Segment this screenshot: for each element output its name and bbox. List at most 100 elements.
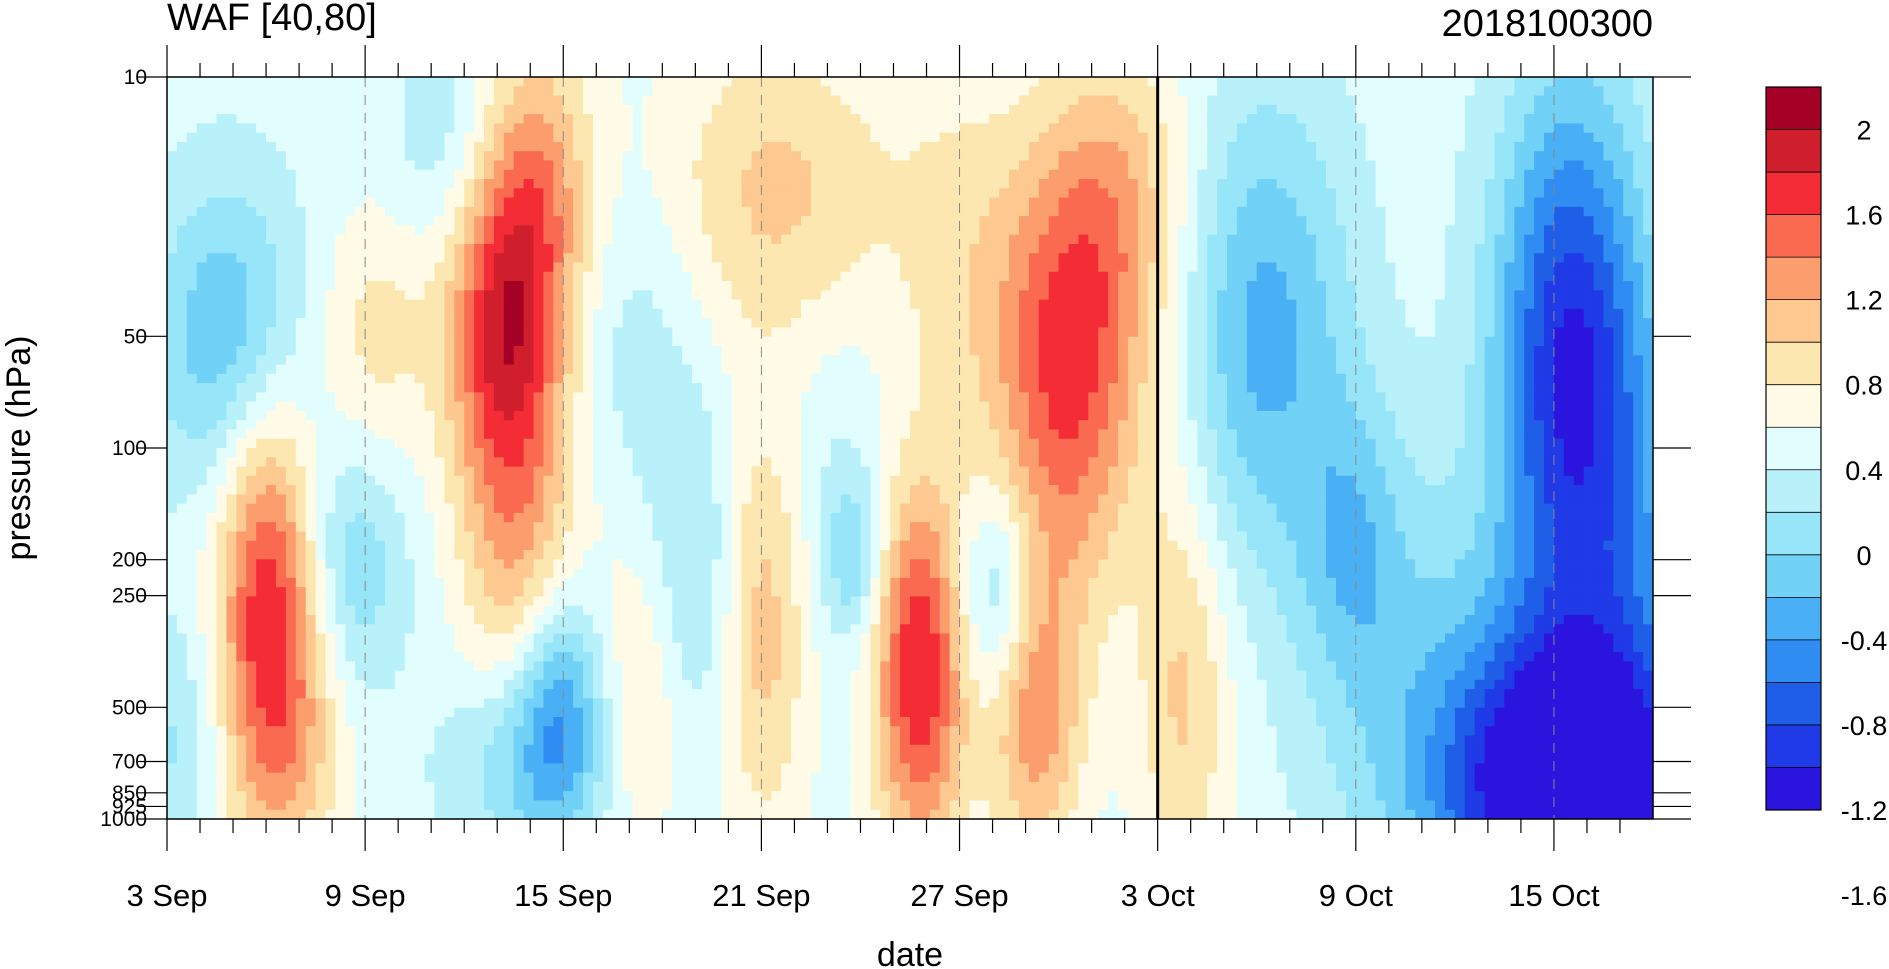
field-cell [503, 290, 515, 301]
field-cell [652, 457, 663, 468]
field-cell [741, 781, 753, 792]
field-cell [642, 327, 654, 338]
field-cell [176, 494, 188, 505]
field-cell [503, 550, 515, 560]
field-cell [781, 141, 792, 152]
field-cell [781, 364, 792, 375]
field-cell [682, 568, 693, 579]
field-cell [404, 457, 416, 468]
field-cell [682, 550, 693, 560]
field-cell [701, 355, 713, 366]
field-cell [414, 206, 426, 217]
field-cell [612, 614, 624, 625]
field-cell [642, 679, 654, 690]
field-cell [394, 485, 406, 495]
field-cell [305, 336, 317, 347]
field-cell [394, 401, 406, 412]
field-cell [612, 420, 624, 431]
field-cell [176, 503, 188, 514]
field-cell [672, 596, 683, 607]
field-cell [246, 754, 257, 764]
field-cell [404, 290, 416, 301]
field-cell [563, 188, 574, 199]
field-cell [167, 216, 178, 227]
field-cell [701, 568, 713, 579]
field-cell [573, 707, 584, 718]
field-cell [711, 364, 723, 375]
field-cell [345, 448, 356, 458]
field-cell [384, 475, 396, 486]
field-cell [295, 735, 307, 746]
field-cell [711, 448, 723, 458]
field-cell [275, 281, 287, 291]
field-cell [434, 568, 445, 579]
field-cell [642, 225, 654, 236]
field-cell [325, 179, 337, 189]
field-cell [513, 781, 525, 792]
field-cell [206, 661, 218, 672]
field-cell [454, 141, 465, 152]
field-cell [186, 503, 198, 514]
field-cell [731, 466, 743, 477]
field-cell [513, 531, 525, 542]
field-cell [711, 123, 723, 134]
field-cell [721, 401, 733, 412]
field-cell [612, 345, 624, 356]
field-cell [246, 290, 257, 301]
field-cell [355, 735, 366, 746]
field-cell [682, 95, 693, 106]
field-cell [394, 179, 406, 189]
field-cell [741, 587, 753, 598]
field-cell [692, 689, 703, 700]
field-cell [553, 596, 564, 607]
field-cell [731, 327, 743, 338]
field-cell [493, 689, 505, 700]
field-cell [682, 577, 693, 588]
field-cell [503, 531, 515, 542]
field-cell [414, 253, 426, 264]
field-cell [474, 86, 485, 97]
field-cell [375, 522, 386, 533]
field-cell [592, 466, 604, 477]
field-cell [275, 151, 287, 162]
field-cell [612, 169, 624, 180]
field-cell [325, 475, 337, 486]
field-cell [454, 234, 465, 245]
field-cell [186, 809, 198, 819]
field-cell [632, 392, 644, 403]
field-cell [206, 540, 218, 551]
field-cell [285, 151, 297, 162]
field-cell [513, 540, 525, 551]
field-cell [186, 420, 198, 431]
field-cell [523, 735, 535, 746]
field-cell [464, 475, 475, 486]
field-cell [315, 151, 327, 162]
field-cell [513, 689, 525, 700]
field-cell [216, 512, 228, 523]
field-cell [384, 466, 396, 477]
field-cell [186, 587, 198, 598]
field-cell [266, 77, 277, 87]
field-cell [731, 95, 743, 106]
field-cell [266, 355, 277, 366]
field-cell [355, 114, 366, 124]
field-cell [345, 188, 356, 199]
field-cell [662, 457, 673, 468]
field-cell [761, 86, 772, 97]
field-cell [355, 290, 366, 301]
field-cell [176, 95, 188, 106]
field-cell [711, 271, 723, 282]
field-cell [553, 522, 564, 533]
field-cell [484, 781, 495, 792]
field-cell [196, 299, 208, 310]
field-cell [167, 763, 178, 774]
field-cell [602, 652, 614, 662]
field-cell [493, 141, 505, 152]
field-cell [662, 308, 673, 319]
field-cell [256, 661, 267, 672]
field-cell [493, 716, 505, 727]
field-cell [424, 373, 436, 384]
field-cell [771, 448, 782, 458]
field-cell [444, 318, 455, 329]
field-cell [454, 253, 465, 264]
